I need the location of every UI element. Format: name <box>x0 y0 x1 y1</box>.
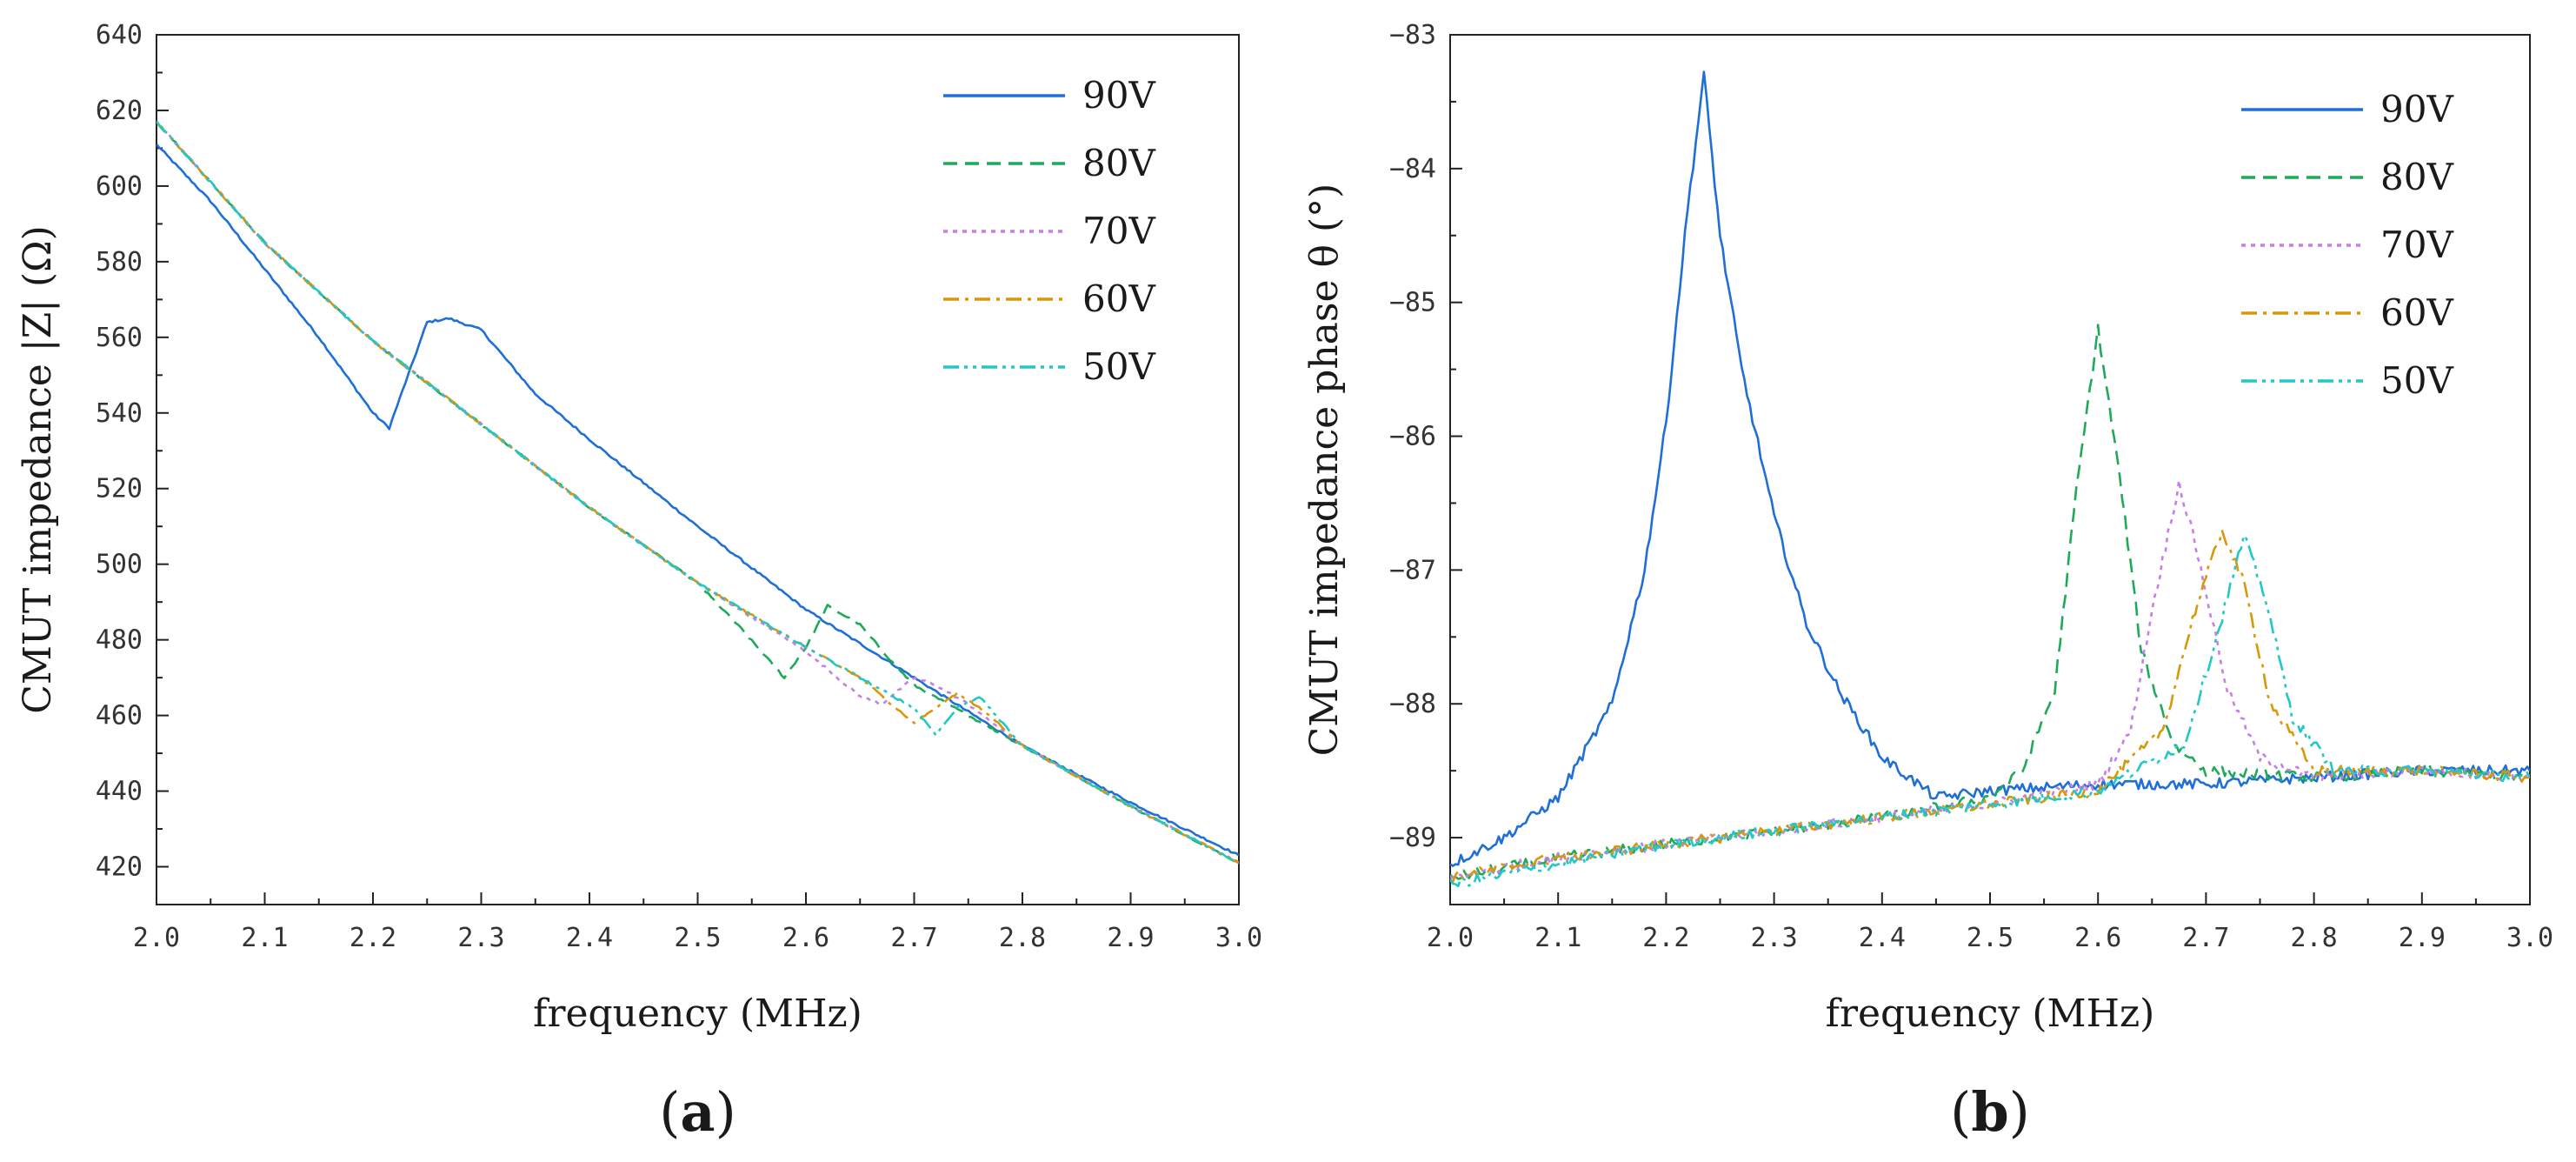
chart-panel-a: 2.0 2.1 2.2 2.3 2.4 2.5 2.6 2.7 2.8 2.9 3.0 420 440 4… <box>16 20 1262 1144</box>
panel-a-x-tick-label: 2.3 <box>457 923 504 953</box>
panel-a-x-tick-label: 2.7 <box>890 923 937 953</box>
panel-b-legend-label-80v: 80V <box>2380 156 2453 198</box>
panel-b-y-tick-label: −89 <box>1389 823 1436 853</box>
panel-a-y-tick-label: 600 <box>96 171 143 202</box>
panel-a-x-tick-label: 2.5 <box>674 923 721 953</box>
panel-a-y-tick-label: 460 <box>96 701 143 731</box>
panel-a-x-tick-label: 2.0 <box>133 923 180 953</box>
panel-b-y-tick-label: −86 <box>1389 422 1436 452</box>
panel-b-y-tick-label: −87 <box>1389 555 1436 585</box>
panel-b-x-axis-label: frequency (MHz) <box>1826 992 2155 1036</box>
panel-a-y-tick-label: 580 <box>96 247 143 277</box>
panel-b-x-tick-label: 2.4 <box>1859 923 1906 953</box>
panel-b-x-tick-label: 2.3 <box>1751 923 1798 953</box>
panel-a-y-tick-label: 440 <box>96 777 143 807</box>
panel-b-x-tick-label: 2.8 <box>2291 923 2338 953</box>
panel-b-series-80v <box>1450 324 2530 880</box>
panel-a-label: (a) <box>659 1080 736 1144</box>
panel-b-x-tick-label: 2.2 <box>1642 923 1689 953</box>
panel-a-y-tick-label: 620 <box>96 96 143 126</box>
panel-a-series-80v <box>156 120 1239 865</box>
panel-a-y-tick-label: 500 <box>96 550 143 580</box>
panel-b-x-tick-label: 2.6 <box>2074 923 2121 953</box>
panel-a-x-tick-label: 2.9 <box>1107 923 1154 953</box>
panel-a-legend-label-80v: 80V <box>1082 142 1155 184</box>
panel-b-x-tick-label: 2.1 <box>1534 923 1581 953</box>
panel-a-y-tick-label: 540 <box>96 398 143 429</box>
panel-b-legend-label-60v: 60V <box>2380 291 2453 334</box>
panel-b-y-tick-label: −83 <box>1389 20 1436 50</box>
panel-b-x-tick-label: 2.0 <box>1427 923 1474 953</box>
panel-b-y-tick-label: −84 <box>1389 154 1436 184</box>
panel-a-series-70v <box>156 120 1239 865</box>
panel-b-legend-label-50v: 50V <box>2380 359 2453 402</box>
panel-a-legend-label-90v: 90V <box>1082 74 1155 117</box>
panel-b-x-tick-label: 2.9 <box>2399 923 2446 953</box>
panel-a-x-tick-label: 2.8 <box>999 923 1046 953</box>
panel-b-legend-label-90v: 90V <box>2380 88 2453 130</box>
panel-a-y-tick-label: 560 <box>96 323 143 353</box>
panel-b-plot-frame <box>1449 34 2531 905</box>
panel-b-x-tick-label: 3.0 <box>2506 923 2553 953</box>
panel-b-series-60v <box>1450 530 2530 884</box>
panel-a-y-tick-label: 520 <box>96 474 143 504</box>
panel-a-series-90v <box>156 143 1239 857</box>
panel-a-series-60v <box>156 121 1239 865</box>
panel-a-x-tick-label: 3.0 <box>1215 923 1262 953</box>
panel-b-y-tick-label: −88 <box>1389 689 1436 719</box>
panel-a-legend-label-60v: 60V <box>1082 277 1155 320</box>
panel-a-x-tick-label: 2.1 <box>241 923 288 953</box>
panel-a-legend-label-70v: 70V <box>1082 210 1155 252</box>
panel-a-x-axis-label: frequency (MHz) <box>533 992 862 1036</box>
panel-a-x-tick-label: 2.2 <box>349 923 396 953</box>
panel-b-y-tick-label: −85 <box>1389 288 1436 318</box>
panel-a-x-tick-label: 2.4 <box>566 923 613 953</box>
panel-b-x-tick-label: 2.5 <box>1967 923 2014 953</box>
panel-a-legend-label-50v: 50V <box>1082 345 1155 388</box>
panel-b-y-axis-label: CMUT impedance phase θ (°) <box>1302 184 1347 757</box>
panel-a-series-50v <box>156 120 1239 865</box>
panel-b-legend-label-70v: 70V <box>2380 224 2453 266</box>
panel-b-series-90v <box>1450 70 2530 867</box>
panel-b-x-tick-label: 2.7 <box>2182 923 2229 953</box>
panel-a-y-axis-label: CMUT impedance |Z| (Ω) <box>16 225 60 714</box>
panel-a-y-tick-label: 420 <box>96 852 143 883</box>
panel-a-x-tick-label: 2.6 <box>782 923 829 953</box>
panel-b-label: (b) <box>1950 1080 2030 1144</box>
panel-b-series-50v <box>1450 534 2530 888</box>
panel-a-y-tick-label: 640 <box>96 20 143 50</box>
panel-b-series-70v <box>1450 478 2530 880</box>
panel-a-y-tick-label: 480 <box>96 625 143 656</box>
chart-panel-b: 2.0 2.1 2.2 2.3 2.4 2.5 2.6 2.7 2.8 2.9 3.0 −89 −88 −… <box>1302 20 2553 1144</box>
